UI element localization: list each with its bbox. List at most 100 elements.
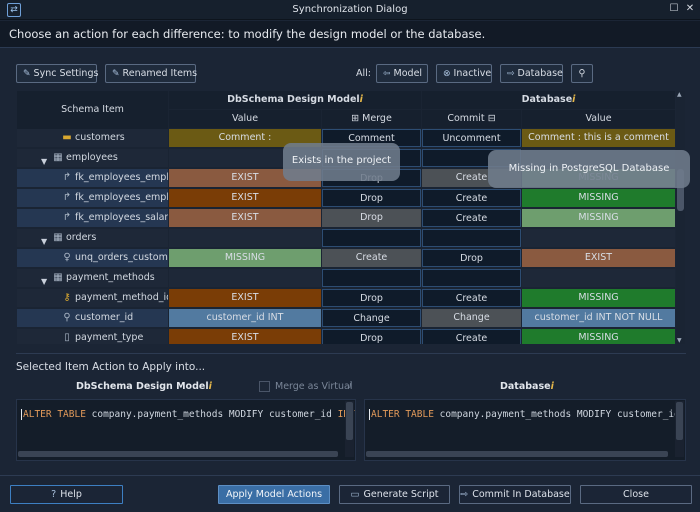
schema-item-name: payment_method_id	[75, 292, 168, 303]
all-model-button[interactable]: ⇦ Model	[376, 64, 428, 83]
foreign-key-icon: ↱	[62, 192, 72, 203]
schema-item-cell[interactable]: ♀ unq_orders_custom...	[17, 249, 168, 267]
maximize-icon[interactable]: ☐	[669, 3, 679, 14]
db-value-cell: MISSING	[522, 329, 675, 344]
table-row[interactable]: ▼ ▦ orders	[17, 229, 675, 248]
model-value-cell: customer_id INT	[169, 309, 321, 327]
column-icon: ▯	[64, 332, 70, 343]
merge-icon: ⊞	[351, 113, 363, 124]
foreign-key-icon: ↱	[62, 172, 72, 183]
header-schema-item: Schema Item	[17, 91, 168, 129]
expand-icon[interactable]: ▼	[41, 277, 48, 286]
table-row[interactable]: ↱fk_employees_salari...EXISTDropCreateMI…	[17, 209, 675, 228]
schema-item-cell[interactable]: ↱ fk_employees_empl...	[17, 169, 168, 187]
all-inactive-button[interactable]: ⊗ Inactive	[436, 64, 492, 83]
import-icon: ⇦	[383, 69, 391, 79]
table-icon: ▦	[53, 152, 63, 163]
generate-script-button[interactable]: ▭ Generate Script	[339, 485, 450, 504]
merge-action-cell[interactable]: Drop	[322, 329, 421, 344]
table-row[interactable]: ⚲ customer_id customer_id INT Change Change c…	[17, 309, 675, 328]
merge-action-cell[interactable]	[322, 269, 421, 287]
table-row[interactable]: ♀ unq_orders_custom... MISSING Create Drop EX…	[17, 249, 675, 268]
export-icon: ⇨	[507, 69, 515, 79]
commit-action-cell[interactable]: Create	[422, 289, 521, 307]
schema-item-cell[interactable]: ▬ customers	[17, 129, 168, 147]
pencil-icon: ✎	[112, 69, 120, 79]
renamed-items-button[interactable]: ✎ Renamed Items	[105, 64, 197, 83]
db-value-cell: Comment : this is a comment	[522, 129, 675, 147]
table-row[interactable]: ▼ ▦ payment_methods	[17, 269, 675, 288]
commit-in-database-button[interactable]: ⇨ Commit In Database	[459, 485, 571, 504]
section-divider	[16, 353, 686, 354]
footer-divider	[0, 475, 700, 476]
merge-as-virtual-checkbox[interactable]	[259, 381, 270, 392]
merge-action-cell[interactable]	[322, 229, 421, 247]
help-icon: ?	[51, 489, 57, 500]
db-sql-hscroll[interactable]	[366, 451, 668, 457]
model-sql-hscroll[interactable]	[18, 451, 338, 457]
merge-action-cell[interactable]: Drop	[322, 209, 421, 227]
schema-item-cell[interactable]: ▼ ▦ payment_methods	[17, 269, 168, 287]
scroll-down-icon[interactable]: ▼	[677, 337, 682, 344]
header-db-value: Value	[522, 110, 675, 128]
all-label: All:	[356, 68, 371, 79]
key-icon: ⚷	[63, 292, 71, 303]
scroll-up-icon[interactable]: ▲	[677, 91, 682, 98]
header-commit[interactable]: Commit ⊟	[422, 110, 521, 128]
schema-item-cell[interactable]: ↱ fk_employees_empl...	[17, 189, 168, 207]
table-row[interactable]: ⚷ payment_method_id EXIST Drop Create MISSING	[17, 289, 675, 308]
commit-action-cell[interactable]: Change	[422, 309, 521, 327]
schema-item-cell[interactable]: ▼ ▦ employees	[17, 149, 168, 167]
schema-item-name: orders	[66, 232, 97, 243]
search-button[interactable]: ⚲	[571, 64, 593, 83]
db-value-cell: EXIST	[522, 249, 675, 267]
db-sql-vscroll-thumb[interactable]	[676, 402, 683, 440]
merge-action-cell[interactable]: Drop	[322, 289, 421, 307]
close-button[interactable]: Close	[580, 485, 692, 504]
close-window-icon[interactable]: ✕	[685, 3, 695, 14]
commit-action-cell[interactable]	[422, 269, 521, 287]
foreign-key-icon: ↱	[62, 212, 72, 223]
schema-item-cell[interactable]: ▯ payment_type	[17, 329, 168, 344]
schema-item-name: fk_employees_empl...	[75, 192, 168, 203]
model-value-cell: EXIST	[169, 189, 321, 207]
expand-icon[interactable]: ▼	[41, 237, 48, 246]
merge-action-cell[interactable]: Create	[322, 249, 421, 267]
script-icon: ▭	[350, 489, 360, 500]
schema-item-name: unq_orders_custom...	[75, 252, 168, 263]
model-sql-vscroll-thumb[interactable]	[346, 402, 353, 440]
grid-scrollbar[interactable]: ▲ ▼	[676, 91, 685, 344]
commit-action-cell[interactable]: Create	[422, 209, 521, 227]
db-value-cell: MISSING	[522, 189, 675, 207]
table-row[interactable]: ▬ customers Comment : Comment Uncomment Comme…	[17, 129, 675, 148]
cancel-circle-icon: ⊗	[443, 69, 451, 79]
commit-action-cell[interactable]: Create	[422, 189, 521, 207]
help-button[interactable]: ? Help	[10, 485, 123, 504]
model-value-cell: EXIST	[169, 329, 321, 344]
merge-action-cell[interactable]: Change	[322, 309, 421, 327]
commit-action-cell[interactable]: Create	[422, 329, 521, 344]
commit-icon: ⊟	[484, 113, 496, 124]
schema-item-cell[interactable]: ⚲ customer_id	[17, 309, 168, 327]
header-merge[interactable]: ⊞ Merge	[322, 110, 421, 128]
model-sql-editor[interactable]: ALTER TABLE company.payment_methods MODI…	[16, 399, 356, 461]
commit-action-cell[interactable]	[422, 229, 521, 247]
merge-action-cell[interactable]: Drop	[322, 189, 421, 207]
schema-item-cell[interactable]: ↱fk_employees_salari...	[17, 209, 168, 227]
sync-settings-button[interactable]: ✎ Sync Settings	[16, 64, 98, 83]
instruction-text: Choose an action for each difference: to…	[0, 21, 700, 48]
commit-action-cell[interactable]: Drop	[422, 249, 521, 267]
schema-item-cell[interactable]: ▼ ▦ orders	[17, 229, 168, 247]
scroll-thumb[interactable]	[677, 169, 684, 211]
commit-action-cell[interactable]: Uncomment	[422, 129, 521, 147]
apply-model-actions-button[interactable]: Apply Model Actions	[218, 485, 330, 504]
schema-item-cell[interactable]: ⚷ payment_method_id	[17, 289, 168, 307]
db-value-cell: customer_id INT NOT NULL	[522, 309, 675, 327]
all-database-button[interactable]: ⇨ Database	[500, 64, 563, 83]
db-sql-editor[interactable]: ALTER TABLE company.payment_methods MODI…	[364, 399, 686, 461]
table-row[interactable]: ▯ payment_type EXIST Drop Create MISSING	[17, 329, 675, 344]
db-panel-heading: Databasei	[500, 381, 554, 392]
model-value-cell	[169, 269, 321, 287]
expand-icon[interactable]: ▼	[41, 157, 48, 166]
